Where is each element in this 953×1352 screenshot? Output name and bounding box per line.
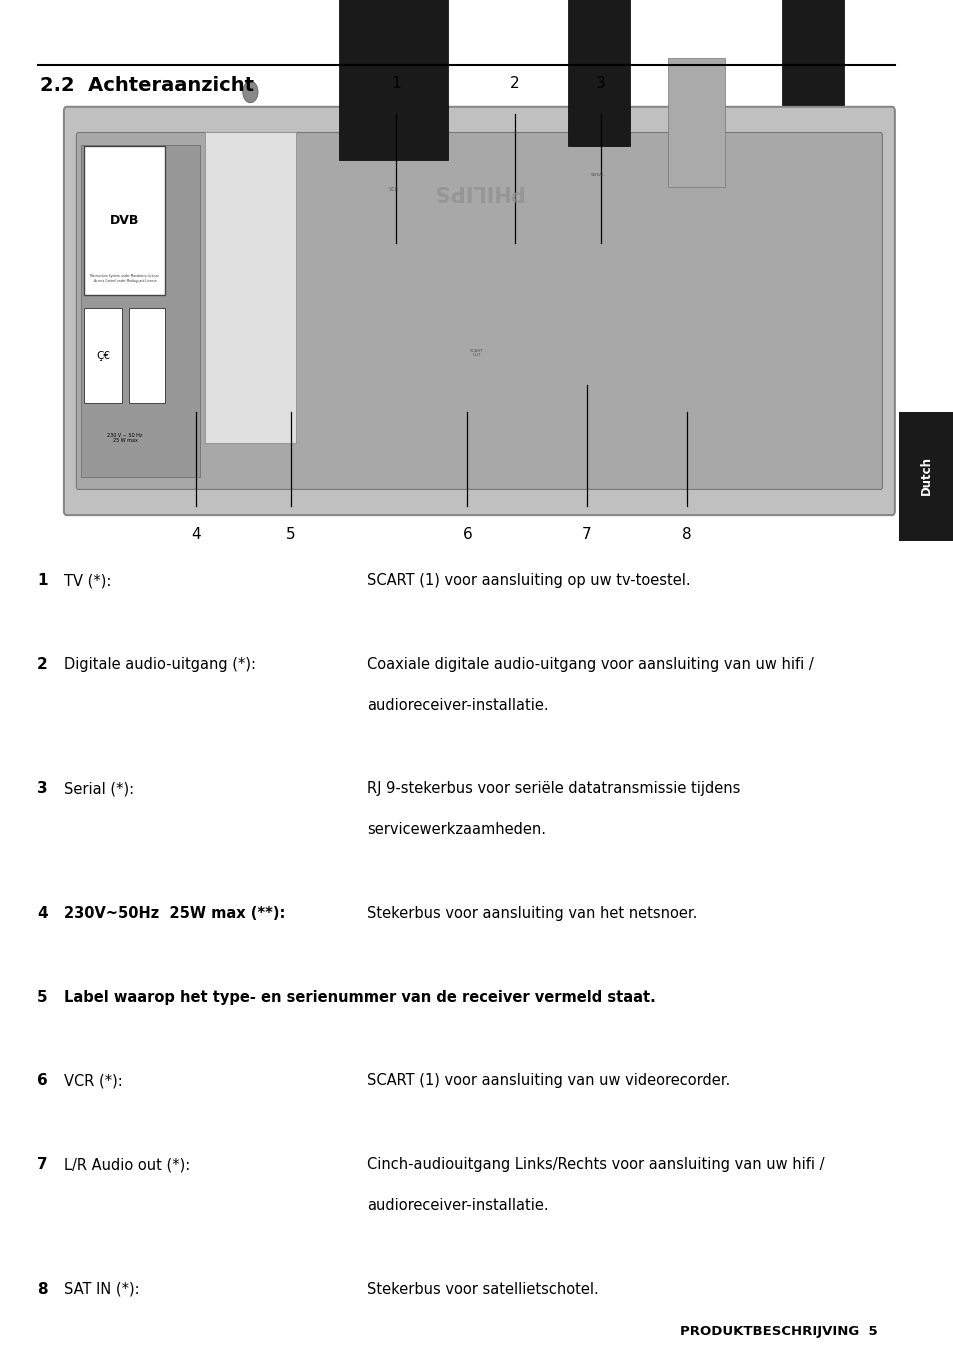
- FancyBboxPatch shape: [76, 132, 882, 489]
- Text: 7: 7: [37, 1157, 48, 1172]
- Text: VCR: VCR: [389, 187, 398, 192]
- Bar: [205, 132, 295, 443]
- Text: 7: 7: [581, 527, 591, 542]
- Text: 8: 8: [37, 1282, 48, 1297]
- Bar: [84, 146, 165, 295]
- Text: PHILIPS: PHILIPS: [431, 181, 522, 201]
- Text: audioreceiver-installatie.: audioreceiver-installatie.: [367, 698, 548, 713]
- Text: 2.2  Achteraanzicht: 2.2 Achteraanzicht: [40, 76, 253, 95]
- Text: 3: 3: [37, 781, 48, 796]
- Bar: [567, 0, 629, 146]
- Text: SERIAL: SERIAL: [590, 173, 605, 177]
- Text: SAT IN (*):: SAT IN (*):: [64, 1282, 139, 1297]
- Text: Digitale audio-uitgang (*):: Digitale audio-uitgang (*):: [64, 657, 255, 672]
- Text: 3: 3: [596, 76, 605, 91]
- Text: SCART
OUT: SCART OUT: [470, 349, 483, 357]
- Text: 2: 2: [37, 657, 48, 672]
- Text: SCART (1) voor aansluiting van uw videorecorder.: SCART (1) voor aansluiting van uw videor…: [367, 1073, 730, 1088]
- Text: DVB: DVB: [111, 214, 139, 227]
- Bar: [81, 145, 200, 477]
- Text: servicewerkzaamheden.: servicewerkzaamheden.: [367, 822, 546, 837]
- Text: Label waarop het type- en serienummer van de receiver vermeld staat.: Label waarop het type- en serienummer va…: [64, 990, 655, 1005]
- Text: 4: 4: [191, 527, 200, 542]
- Text: 8: 8: [681, 527, 691, 542]
- Text: 6: 6: [37, 1073, 48, 1088]
- Bar: [129, 308, 165, 403]
- Text: Stekerbus voor satellietschotel.: Stekerbus voor satellietschotel.: [367, 1282, 598, 1297]
- Text: Cinch-audiouitgang Links/Rechts voor aansluiting van uw hifi /: Cinch-audiouitgang Links/Rechts voor aan…: [367, 1157, 824, 1172]
- Text: 2: 2: [510, 76, 519, 91]
- Text: Ç€: Ç€: [96, 350, 110, 361]
- Text: 4: 4: [37, 906, 48, 921]
- Text: 5: 5: [286, 527, 295, 542]
- Text: SCART (1) voor aansluiting op uw tv-toestel.: SCART (1) voor aansluiting op uw tv-toes…: [367, 573, 690, 588]
- Text: 1: 1: [37, 573, 48, 588]
- Bar: [84, 308, 122, 403]
- Text: 230V~50Hz  25W max (**):: 230V~50Hz 25W max (**):: [64, 906, 285, 921]
- Text: VCR (*):: VCR (*):: [64, 1073, 123, 1088]
- Bar: [781, 0, 843, 105]
- Text: Stekerbus voor aansluiting van het netsnoer.: Stekerbus voor aansluiting van het netsn…: [367, 906, 697, 921]
- Text: 1: 1: [391, 76, 400, 91]
- Text: audioreceiver-installatie.: audioreceiver-installatie.: [367, 1198, 548, 1213]
- Text: 6: 6: [462, 527, 472, 542]
- Text: PRODUKTBESCHRIJVING  5: PRODUKTBESCHRIJVING 5: [679, 1325, 877, 1338]
- Text: RJ 9-stekerbus voor seriële datatransmissie tijdens: RJ 9-stekerbus voor seriële datatransmis…: [367, 781, 740, 796]
- Bar: [898, 412, 953, 541]
- FancyBboxPatch shape: [64, 107, 894, 515]
- Text: Macrovision System under Mandatory License
Access Control under Mediaguard Licen: Macrovision System under Mandatory Licen…: [91, 274, 159, 283]
- Text: Dutch: Dutch: [919, 457, 932, 495]
- Circle shape: [242, 81, 257, 103]
- Bar: [338, 0, 448, 160]
- Text: 230 V ~ 50 Hz
25 W max: 230 V ~ 50 Hz 25 W max: [107, 433, 143, 443]
- Text: 5: 5: [37, 990, 48, 1005]
- Text: Serial (*):: Serial (*):: [64, 781, 134, 796]
- Text: Coaxiale digitale audio-uitgang voor aansluiting van uw hifi /: Coaxiale digitale audio-uitgang voor aan…: [367, 657, 813, 672]
- Text: L/R Audio out (*):: L/R Audio out (*):: [64, 1157, 190, 1172]
- Bar: [667, 58, 724, 187]
- Text: TV (*):: TV (*):: [64, 573, 112, 588]
